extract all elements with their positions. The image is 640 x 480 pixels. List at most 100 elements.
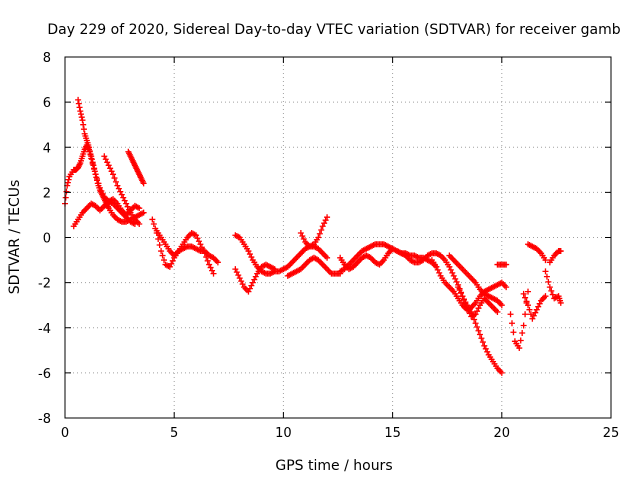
- data-point: [246, 285, 253, 292]
- data-point: [76, 104, 83, 111]
- data-point: [300, 236, 307, 243]
- data-point: [140, 180, 147, 187]
- data-point: [108, 168, 115, 175]
- y-axis-label: SDTVAR / TECUs: [7, 180, 23, 295]
- data-point: [249, 279, 256, 286]
- data-point: [89, 160, 96, 167]
- data-point: [251, 276, 258, 283]
- data-point: [111, 175, 118, 182]
- data-point: [245, 248, 252, 255]
- series-track-u: [525, 241, 549, 264]
- data-point: [530, 312, 537, 319]
- data-point: [115, 185, 122, 192]
- data-point: [536, 300, 543, 307]
- data-point: [503, 261, 510, 268]
- data-point: [63, 188, 70, 195]
- data-point: [168, 260, 175, 267]
- series-track-i: [232, 261, 278, 295]
- data-point: [520, 290, 527, 297]
- data-point: [433, 263, 440, 270]
- data-point: [324, 214, 331, 221]
- data-point: [65, 176, 72, 183]
- x-tick-label: 25: [603, 426, 620, 441]
- data-point: [532, 309, 539, 316]
- data-point: [462, 300, 469, 307]
- data-point: [525, 288, 532, 295]
- y-tick-label: 0: [43, 232, 51, 247]
- series-track-f: [149, 216, 221, 270]
- data-point: [114, 182, 121, 189]
- series-track-w: [546, 248, 564, 266]
- data-point: [436, 269, 443, 276]
- data-point: [546, 284, 553, 291]
- data-point: [453, 278, 460, 285]
- data-point: [149, 216, 156, 223]
- data-point: [123, 200, 130, 207]
- data-point: [557, 299, 564, 306]
- series-track-d: [101, 153, 143, 227]
- data-point: [472, 320, 479, 327]
- data-point: [475, 305, 482, 312]
- data-point: [318, 226, 325, 233]
- y-tick-label: -8: [38, 412, 51, 427]
- data-point: [117, 188, 124, 195]
- data-point: [446, 263, 453, 270]
- data-point: [520, 322, 527, 329]
- data-point: [198, 244, 205, 251]
- data-point: [542, 293, 549, 300]
- data-point: [200, 247, 207, 254]
- data-point: [75, 100, 82, 107]
- series-track-j: [284, 254, 344, 279]
- data-point: [80, 126, 87, 133]
- data-point: [543, 273, 550, 280]
- data-point: [503, 284, 510, 291]
- data-point: [297, 229, 304, 236]
- data-point: [535, 303, 542, 310]
- data-point: [529, 315, 536, 322]
- data-point: [321, 220, 328, 227]
- data-point: [455, 284, 462, 291]
- data-point: [465, 307, 472, 314]
- data-point: [79, 117, 86, 124]
- data-point: [389, 245, 396, 252]
- data-point: [86, 144, 93, 151]
- data-point: [508, 320, 515, 327]
- grid: [65, 57, 611, 418]
- data-point: [458, 290, 465, 297]
- data-point: [112, 178, 119, 185]
- series-track-c: [70, 196, 143, 230]
- data-point: [248, 254, 255, 261]
- data-point: [452, 275, 459, 282]
- series-track-m: [337, 245, 396, 273]
- data-point: [110, 171, 117, 178]
- data-point: [201, 250, 208, 257]
- data-point: [450, 272, 457, 279]
- data-point: [478, 335, 485, 342]
- data-point: [91, 166, 98, 173]
- data-point: [158, 248, 165, 255]
- data-point: [460, 296, 467, 303]
- data-point: [161, 257, 168, 264]
- data-point: [557, 248, 564, 255]
- data-point: [92, 171, 99, 178]
- data-point: [510, 329, 517, 336]
- data-point: [549, 291, 556, 298]
- data-point: [210, 270, 217, 277]
- series-track-t: [520, 290, 549, 322]
- data-point: [516, 345, 523, 352]
- data-point: [449, 269, 456, 276]
- y-tick-label: 6: [43, 96, 51, 111]
- series-track-r: [494, 261, 510, 268]
- y-tick-label: 8: [43, 51, 51, 66]
- data-point: [525, 302, 532, 309]
- data-point: [156, 242, 163, 249]
- data-point: [102, 156, 109, 163]
- series-track-g: [153, 227, 217, 277]
- data-point: [78, 114, 85, 121]
- data-point: [463, 304, 470, 311]
- x-tick-label: 15: [384, 426, 401, 441]
- data-point: [522, 294, 529, 301]
- x-tick-label: 5: [170, 426, 178, 441]
- data-point: [474, 308, 481, 315]
